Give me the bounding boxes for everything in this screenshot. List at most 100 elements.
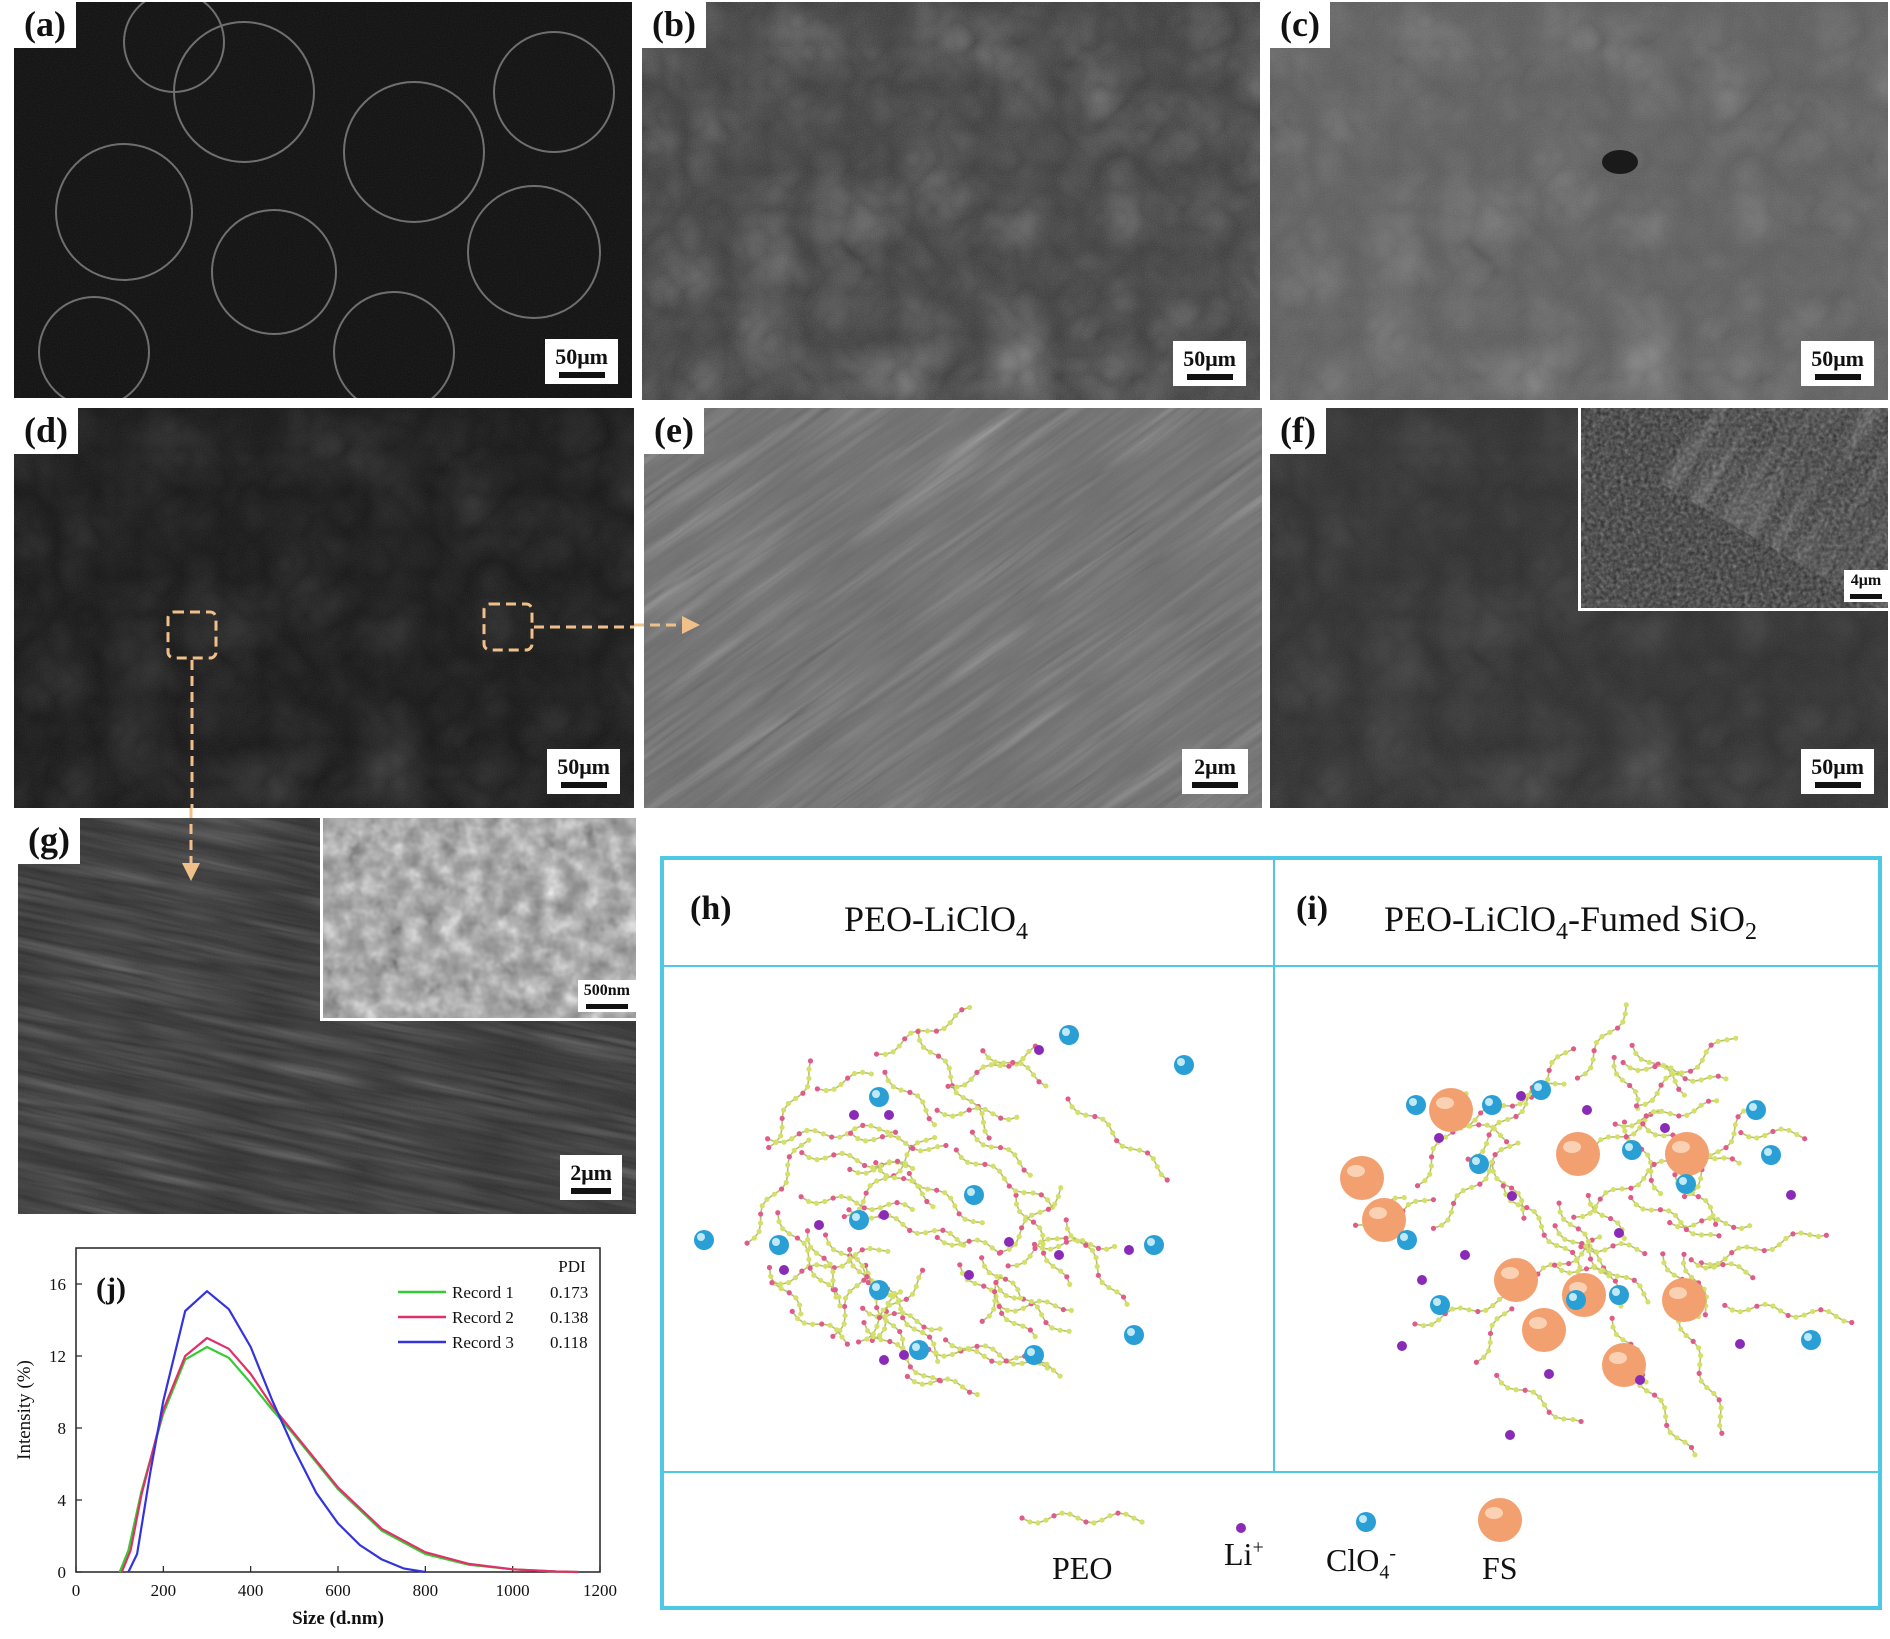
peo-bead (1723, 1220, 1729, 1227)
peo-bead (888, 1132, 894, 1139)
peo-bead (968, 1076, 974, 1082)
peo-bead (933, 1350, 939, 1356)
peo-bead (830, 1195, 836, 1201)
peo-bead (1036, 1298, 1042, 1304)
peo-bead (980, 1064, 986, 1070)
peo-bead (965, 1345, 971, 1351)
peo-bead (974, 1105, 980, 1111)
peo-bead (1596, 1234, 1603, 1240)
peo-bead (1022, 1217, 1028, 1223)
legend-peo-label: PEO (1052, 1550, 1113, 1586)
peo-bead (805, 1237, 811, 1243)
peo-bead (1020, 1305, 1026, 1311)
peo-bead (1640, 1121, 1646, 1127)
peo-bead (915, 1093, 921, 1099)
peo-bead (1578, 1418, 1584, 1425)
peo-bead (1587, 1210, 1593, 1216)
peo-bead (1011, 1320, 1017, 1327)
peo-bead (865, 1280, 871, 1286)
li-ion (964, 1270, 974, 1280)
peo-bead (911, 1326, 917, 1332)
peo-bead (786, 1231, 792, 1237)
y-tick-label: 16 (49, 1275, 66, 1294)
peo-bead (1552, 1414, 1559, 1420)
peo-bead (957, 1346, 963, 1352)
peo-bead (1486, 1132, 1492, 1138)
peo-bead (1083, 1112, 1089, 1118)
peo-bead (926, 1146, 932, 1153)
peo-bead (1066, 1328, 1072, 1334)
peo-bead (1710, 1213, 1716, 1219)
legend-clo-sub: 4 (1379, 1561, 1390, 1584)
peo-bead (1629, 1123, 1635, 1129)
peo-bead (1645, 1152, 1651, 1158)
peo-bead (1413, 1198, 1419, 1204)
peo-bead (1016, 1208, 1023, 1215)
peo-bead (1724, 1037, 1730, 1043)
li-ion (1397, 1341, 1407, 1351)
peo-bead (847, 1130, 854, 1136)
dls-chart-svg: 0 200 400 600 800 1000 1200 0 4 8 12 16 PDI Record 1… (14, 1247, 617, 1629)
clo4-ion (1430, 1295, 1450, 1315)
peo-bead (902, 1036, 908, 1042)
fs-highlight (1672, 1141, 1690, 1153)
peo-bead (916, 1037, 923, 1043)
peo-bead (1487, 1339, 1493, 1346)
zoom-box-left (166, 610, 218, 660)
peo-bead (996, 1303, 1002, 1310)
peo-bead (826, 1281, 832, 1288)
peo-bead (1643, 1066, 1649, 1072)
sem-image-b (642, 2, 1260, 400)
peo-bead (793, 1295, 799, 1301)
peo-bead (837, 1303, 843, 1309)
peo-bead (1509, 1306, 1515, 1312)
peo-bead (901, 1175, 907, 1182)
peo-bead (919, 1191, 925, 1197)
peo-bead (1012, 1152, 1018, 1158)
peo-bead (806, 1075, 812, 1081)
peo-bead (954, 1236, 960, 1242)
peo-bead (1049, 1325, 1055, 1331)
peo-bead (1429, 1321, 1435, 1328)
clo4-ion (1144, 1235, 1164, 1255)
peo-bead (1578, 1244, 1584, 1250)
scale-text-g: 2μm (570, 1159, 612, 1185)
peo-bead (1807, 1232, 1813, 1238)
li-ion (849, 1110, 859, 1120)
peo-bead (1058, 1268, 1064, 1274)
peo-bead (1027, 1327, 1033, 1333)
peo-bead (1615, 1220, 1621, 1226)
peo-bead (1486, 1348, 1492, 1354)
peo-bead (974, 1137, 980, 1143)
peo-bead (822, 1155, 828, 1161)
peo-bead (874, 1305, 880, 1311)
schematic-box: (h) PEO-LiClO4 (i) PEO-LiClO4-Fumed SiO2… (660, 856, 1882, 1610)
peo-bead (1732, 1122, 1738, 1128)
peo-bead (1684, 1112, 1690, 1118)
peo-bead (891, 1323, 897, 1329)
peo-bead (1629, 1042, 1635, 1048)
peo-bead (1728, 1261, 1734, 1267)
fs-particle (1340, 1156, 1384, 1200)
peo-bead (1715, 1073, 1721, 1079)
clo4-ion (1397, 1230, 1417, 1250)
peo-bead (1036, 1079, 1042, 1085)
peo-bead (1623, 1002, 1629, 1008)
peo-bead (864, 1336, 870, 1342)
peo-bead (1593, 1039, 1600, 1046)
peo-bead (855, 1339, 862, 1345)
peo-bead (855, 1135, 861, 1142)
peo-bead (1546, 1067, 1552, 1074)
peo-bead (974, 1069, 980, 1075)
peo-bead (1546, 1238, 1552, 1245)
peo-bead (1642, 1250, 1648, 1257)
peo-bead (1537, 1394, 1543, 1400)
peo-bead (744, 1240, 750, 1246)
peo-bead (1661, 1133, 1667, 1139)
peo-bead (1515, 1202, 1521, 1208)
peo-bead (789, 1136, 795, 1142)
peo-bead (1823, 1232, 1829, 1238)
peo-bead (1045, 1236, 1051, 1242)
li-ion (884, 1110, 894, 1120)
series-line-3 (127, 1290, 426, 1574)
